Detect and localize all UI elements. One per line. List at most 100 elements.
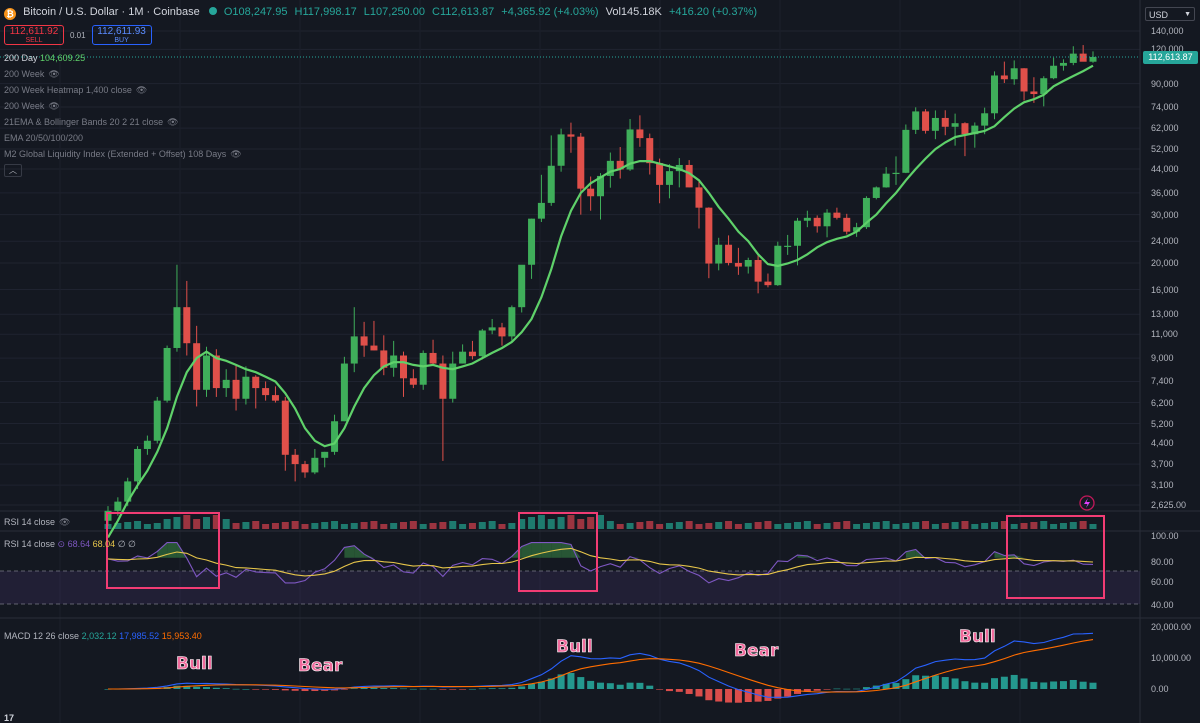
rsi-hist-bar	[1069, 522, 1077, 529]
symbol-title[interactable]: Bitcoin / U.S. Dollar · 1M · Coinbase	[23, 6, 200, 18]
rsi-hist-bar	[449, 521, 457, 529]
macd-hist-bar	[1050, 681, 1058, 689]
macd-hist-bar	[1000, 676, 1008, 689]
rsi-hist-bar	[626, 523, 634, 529]
market-status-dot	[208, 7, 217, 15]
candle-body	[616, 160, 624, 170]
collapse-indicators-button[interactable]: ︿	[4, 164, 22, 177]
eye-hidden-icon[interactable]: 👁	[48, 69, 60, 79]
rsi-hist-bar	[271, 523, 279, 529]
macd-hist-bar	[1069, 680, 1077, 689]
volume-label: Vol145.18K	[605, 6, 662, 18]
rsi-overbought-fill	[541, 542, 552, 558]
candle-body	[193, 343, 201, 390]
macd-hist-bar	[498, 688, 506, 689]
macd-hist-bar	[922, 675, 930, 689]
indicator-200-week-2[interactable]: 200 Week 👁	[4, 101, 60, 112]
candle-body	[340, 363, 348, 422]
candle-body	[124, 481, 132, 502]
macd-hist-bar	[1030, 681, 1038, 689]
macd-hist-bar	[291, 689, 299, 691]
rsi-hist-label-text: RSI 14 close	[4, 517, 56, 527]
rsi-hist-bar	[252, 521, 260, 529]
lightning-icon[interactable]	[1079, 495, 1095, 511]
indicator-heatmap[interactable]: 200 Week Heatmap 1,400 close 👁	[4, 85, 147, 96]
indicator-200-day[interactable]: 200 Day 104,609.25	[4, 53, 85, 63]
indicator-m2[interactable]: M2 Global Liquidity Index (Extended + Of…	[4, 149, 242, 160]
macd-hist-bar	[350, 688, 358, 690]
price-tick-label: 120,000	[1151, 44, 1184, 55]
macd-hist-bar	[991, 678, 998, 689]
ohlc-low: L107,250.00	[363, 6, 425, 18]
macd-hist-bar	[508, 687, 516, 689]
sell-button[interactable]: 112,611.92 SELL	[4, 25, 64, 45]
rsi-hist-label[interactable]: RSI 14 close 👁	[4, 517, 70, 528]
candle-body	[853, 227, 861, 232]
rsi-empty-values: ∅ ∅	[117, 539, 136, 549]
rsi-legend[interactable]: RSI 14 close ⊙ 68.64 68.04 ∅ ∅	[4, 539, 136, 550]
rsi-hist-bar	[705, 523, 713, 529]
candle-body	[1020, 68, 1028, 92]
rsi-highlight-box	[106, 512, 220, 589]
candle-body	[143, 440, 151, 449]
rsi-hist-bar	[872, 522, 880, 529]
candle-body	[803, 217, 811, 221]
price-tick-label: 3,100	[1151, 480, 1174, 491]
rsi-hist-bar	[478, 522, 486, 529]
macd-hist-bar	[587, 680, 595, 689]
ohlc-open: O108,247.95	[223, 6, 288, 18]
rsi-hist-bar	[340, 524, 348, 529]
indicator-ema[interactable]: EMA 20/50/100/200	[4, 133, 83, 143]
macd-legend[interactable]: MACD 12 26 close 2,032.12 17,985.52 15,9…	[4, 631, 202, 641]
macd-hist-bar	[390, 688, 398, 689]
rsi-overbought-fill	[570, 544, 581, 558]
currency-select[interactable]: USD ▼	[1145, 7, 1195, 21]
candle-body	[597, 175, 604, 197]
bull-annotation: Bull	[556, 637, 593, 658]
eye-hidden-icon[interactable]: 👁	[230, 149, 242, 159]
rsi-hist-bar	[803, 521, 811, 529]
macd-value: 17,985.52	[119, 631, 160, 641]
rsi-label-text: RSI 14 close	[4, 539, 56, 549]
macd-hist-bar	[193, 686, 201, 689]
macd-hist-bar	[400, 688, 407, 690]
rsi-hist-bar	[400, 522, 407, 529]
indicator-200-week[interactable]: 200 Week 👁	[4, 69, 60, 80]
rsi-hist-bar	[734, 524, 742, 529]
rsi-hist-bar	[134, 521, 142, 529]
last-price-tag: 112,613.87	[1143, 51, 1198, 64]
indicator-ema-label: EMA 20/50/100/200	[4, 133, 84, 143]
candle-body	[636, 129, 644, 139]
rsi-histogram	[104, 515, 1097, 529]
indicator-bollinger[interactable]: 21EMA & Bollinger Bands 20 2 21 close 👁	[4, 117, 179, 128]
candle-body	[1000, 75, 1008, 80]
eye-hidden-icon[interactable]: 👁	[59, 517, 71, 527]
rsi-hist-bar	[961, 521, 969, 529]
macd-hist-bar	[478, 688, 486, 690]
bull-annotation: Bull	[959, 627, 996, 648]
rsi-hist-bar	[281, 522, 289, 529]
macd-hist-bar	[695, 689, 703, 697]
candle-body	[331, 421, 339, 452]
macd-hist-bar	[931, 675, 939, 689]
tradingview-logo[interactable]: 17	[4, 713, 15, 723]
price-tick-label: 90,000	[1151, 78, 1179, 89]
rsi-hist-bar	[321, 522, 329, 529]
pane-tick-label: 80.00	[1151, 557, 1174, 567]
spread-value: 0.01	[70, 30, 86, 40]
macd-hist-bar	[784, 689, 792, 697]
macd-hist-bar	[941, 677, 949, 689]
macd-hist-bar	[1059, 681, 1067, 689]
rsi-hist-bar	[114, 523, 122, 529]
rsi-hist-bar	[636, 522, 644, 529]
eye-hidden-icon[interactable]: 👁	[167, 117, 179, 127]
rsi-hist-bar	[1059, 523, 1067, 529]
buy-button[interactable]: 112,611.93 BUY	[91, 25, 152, 45]
eye-hidden-icon[interactable]: 👁	[135, 85, 148, 95]
eye-hidden-icon[interactable]: 👁	[48, 101, 60, 111]
price-tick-label: 13,000	[1151, 309, 1179, 320]
macd-hist-bar	[685, 689, 693, 694]
candle-body	[567, 134, 575, 137]
